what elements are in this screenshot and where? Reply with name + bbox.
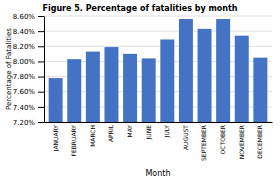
y-axis: 7.20% 7.40% 7.60% 7.80% 8.00% 8.20% 8.40% 8.60% [13,13,45,127]
tick: 8.60% [13,13,44,21]
x-axis-title: Month [145,169,170,178]
tick: 8.20% [13,43,44,51]
tick: AUGUST [182,125,189,150]
tick-mark [38,92,44,93]
grid-line [44,31,272,32]
tick: FEBRUARY [70,125,77,157]
bar [198,29,212,122]
tick-label: SEPTEMBER [200,125,207,161]
bar [142,58,156,122]
grid [44,16,272,122]
tick: 7.80% [13,73,44,81]
bar [104,47,118,122]
tick: 8.40% [13,28,44,36]
tick-label: 7.20% [13,119,36,127]
y-axis-title: Percentage of Fatalities [5,28,13,110]
x-axis: JANUARY FEBRUARY MARCH APRIL MAY JUNE JULY AUGU… [45,123,273,161]
bar [253,58,267,122]
tick: APRIL [107,124,114,142]
tick-label: JUNE [145,125,153,141]
bar [123,54,137,122]
tick: 8.00% [13,58,44,66]
tick-label: 8.60% [13,13,36,21]
tick-label: DECEMBER [256,125,263,159]
bar [86,52,100,122]
tick: MARCH [89,125,96,147]
axis-line [45,122,273,123]
tick: SEPTEMBER [200,125,207,161]
tick: 7.40% [13,104,44,112]
chart: Figure 5. Percentage of fatalities by mo… [0,0,280,180]
tick-mark [38,46,44,47]
tick: 7.60% [13,88,44,96]
tick-mark [38,122,44,123]
tick-label: MAY [126,125,133,138]
tick-label: OCTOBER [219,125,226,154]
bar [235,36,249,122]
tick-mark [38,61,44,62]
title: Figure 5. Percentage of fatalities by mo… [42,4,237,13]
grid-line [44,16,272,17]
tick: JUNE [145,125,153,141]
tick: DECEMBER [256,125,263,159]
tick-label: AUGUST [182,125,189,150]
bar [49,78,63,122]
tick-mark [38,107,44,108]
bar [179,19,193,122]
tick-label: 7.80% [13,73,36,81]
bar [160,39,174,122]
tick: 7.20% [13,119,44,127]
tick: JULY [163,125,171,139]
tick-label: APRIL [107,124,114,142]
tick-mark [38,77,44,78]
axis-line [44,17,45,123]
tick: NOVEMBER [238,125,245,159]
tick-label: 8.20% [13,43,36,51]
bars [49,19,268,122]
tick-label: JULY [163,125,171,139]
tick-label: FEBRUARY [70,125,77,157]
tick-label: JANUARY [52,125,60,153]
tick-label: 8.40% [13,28,36,36]
tick-label: MARCH [89,125,96,147]
bar [67,59,81,122]
tick-mark [38,31,44,32]
bar [216,19,230,122]
tick: MAY [126,125,133,138]
tick: OCTOBER [219,125,226,154]
tick-mark [38,16,44,17]
tick-label: 7.60% [13,88,36,96]
tick: JANUARY [52,125,60,153]
plot: 7.20% 7.40% 7.60% 7.80% 8.00% 8.20% 8.40% 8.60%… [13,13,273,161]
tick-label: NOVEMBER [238,125,245,159]
tick-label: 8.00% [13,58,36,66]
tick-label: 7.40% [13,104,36,112]
